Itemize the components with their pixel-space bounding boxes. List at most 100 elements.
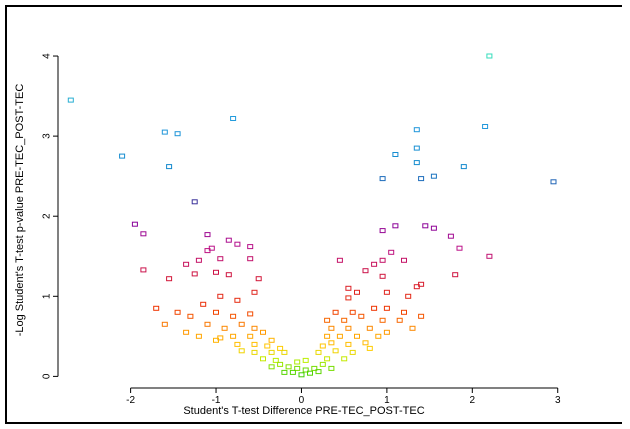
data-point xyxy=(213,309,219,315)
data-point xyxy=(371,261,378,267)
x-tick-label: 0 xyxy=(299,395,305,406)
data-point xyxy=(550,179,557,185)
data-point xyxy=(161,129,168,135)
data-point xyxy=(131,221,138,227)
data-point xyxy=(200,301,207,307)
data-point xyxy=(119,153,126,159)
data-point xyxy=(315,369,322,375)
x-tick-label: 2 xyxy=(470,395,476,406)
data-point xyxy=(213,269,219,275)
data-point xyxy=(183,329,190,335)
data-point xyxy=(251,325,258,331)
data-point xyxy=(413,160,420,166)
data-point xyxy=(401,309,407,315)
data-point xyxy=(140,231,147,237)
y-tick-label: 3 xyxy=(42,133,53,139)
data-point xyxy=(358,313,365,319)
data-point xyxy=(405,293,412,299)
x-tick-label: -2 xyxy=(126,395,135,406)
data-point xyxy=(191,271,198,277)
data-point xyxy=(264,343,271,349)
data-point xyxy=(362,268,369,274)
data-point xyxy=(161,321,168,327)
data-point xyxy=(174,309,181,315)
data-point xyxy=(191,199,198,205)
data-point xyxy=(238,321,245,327)
y-tick-label: 4 xyxy=(42,53,53,59)
data-point xyxy=(260,356,266,362)
data-point xyxy=(187,313,194,319)
data-point xyxy=(413,284,420,290)
data-point xyxy=(247,333,254,339)
data-point xyxy=(375,333,382,339)
data-point xyxy=(251,341,258,347)
data-point xyxy=(324,333,331,339)
data-point xyxy=(379,317,386,323)
data-point xyxy=(251,349,258,355)
data-point xyxy=(341,356,348,362)
data-point xyxy=(328,365,335,371)
data-point xyxy=(366,345,373,351)
data-point xyxy=(268,337,275,343)
data-point xyxy=(195,333,202,339)
data-point xyxy=(234,241,241,247)
x-tick-label: 3 xyxy=(555,395,561,406)
data-point xyxy=(213,337,219,343)
data-point xyxy=(230,313,237,319)
data-point xyxy=(277,345,284,351)
data-point xyxy=(238,348,245,354)
data-point xyxy=(166,164,173,170)
data-point xyxy=(260,329,266,335)
data-point xyxy=(153,305,160,311)
data-point xyxy=(298,372,305,378)
data-points xyxy=(67,53,557,378)
data-point xyxy=(328,340,335,346)
data-point xyxy=(379,176,386,182)
data-point xyxy=(341,317,348,323)
data-point xyxy=(268,364,275,370)
data-point xyxy=(422,223,429,229)
data-point xyxy=(430,225,437,231)
data-point xyxy=(383,329,390,335)
data-point xyxy=(247,311,254,317)
data-point xyxy=(345,285,352,291)
data-point xyxy=(362,340,369,346)
data-point xyxy=(230,333,237,339)
data-point xyxy=(166,276,173,282)
data-point xyxy=(354,333,360,339)
data-point xyxy=(225,237,232,243)
x-axis-label: Student's T-test Difference PRE-TEC_POST… xyxy=(183,405,424,417)
data-point xyxy=(247,244,254,250)
data-point xyxy=(452,272,459,278)
data-point xyxy=(349,349,356,355)
data-point xyxy=(366,325,373,331)
data-point xyxy=(285,364,292,370)
data-point xyxy=(383,305,390,311)
data-point xyxy=(315,349,322,355)
data-point xyxy=(289,369,296,375)
data-point xyxy=(336,257,343,263)
y-tick-label: 0 xyxy=(42,373,53,379)
y-tick-label: 1 xyxy=(42,293,53,299)
data-point xyxy=(324,356,331,362)
data-point xyxy=(336,333,343,339)
data-point xyxy=(418,313,425,319)
data-point xyxy=(251,289,258,295)
data-point xyxy=(324,317,331,323)
data-point xyxy=(204,232,211,238)
data-point xyxy=(379,273,386,279)
data-point xyxy=(388,249,395,255)
data-point xyxy=(345,325,352,331)
data-point xyxy=(281,349,288,355)
data-point xyxy=(217,256,224,262)
data-point xyxy=(294,359,301,365)
data-point xyxy=(430,173,437,179)
data-point xyxy=(302,367,309,373)
data-point xyxy=(311,365,318,371)
data-point xyxy=(383,289,390,295)
data-point xyxy=(319,361,326,367)
data-point xyxy=(294,365,301,371)
data-point xyxy=(174,131,181,137)
data-point xyxy=(354,289,360,295)
